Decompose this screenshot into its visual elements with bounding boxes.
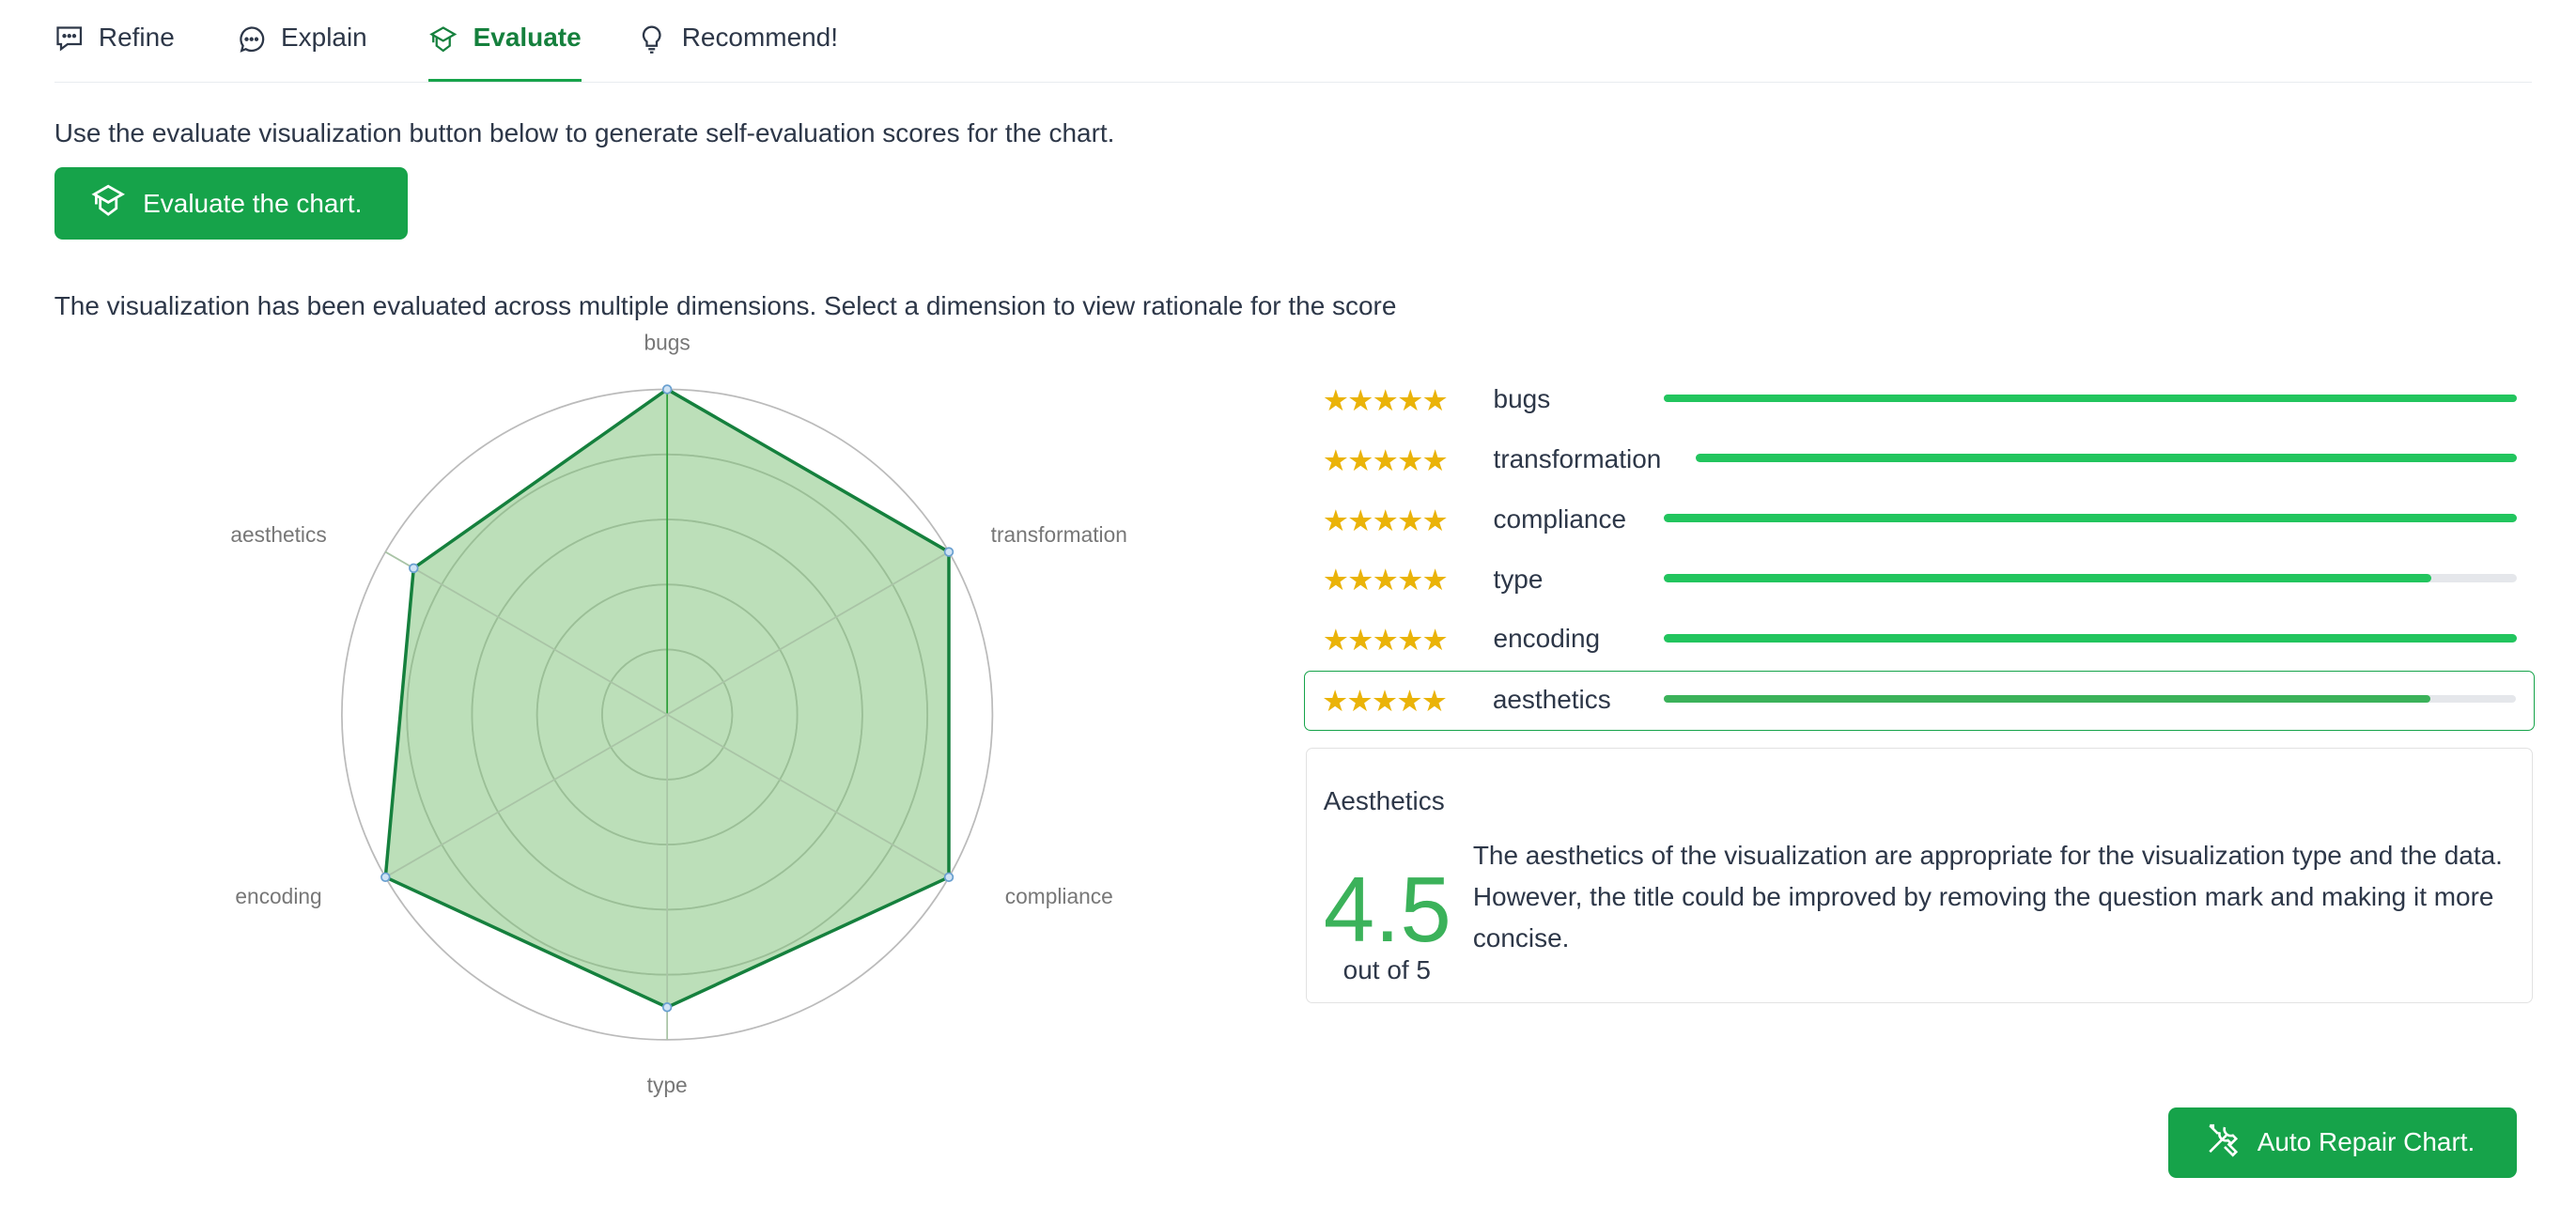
star-rating: ★★★★★: [1322, 624, 1449, 658]
star-rating: ★★★★★: [1322, 503, 1449, 537]
radar-axis-transformation: [666, 550, 950, 716]
radar-point-compliance: [943, 872, 954, 883]
dimension-row-transformation[interactable]: ★★★★★ transformation: [1306, 431, 2535, 491]
chat-bubble-icon: [237, 23, 266, 60]
graduation-cap-icon: [428, 23, 458, 60]
dimension-row-compliance[interactable]: ★★★★★ compliance: [1306, 491, 2535, 551]
summary-text: The visualization has been evaluated acr…: [54, 290, 1397, 320]
radar-point-bugs: [661, 384, 673, 395]
auto-repair-button[interactable]: Auto Repair Chart.: [2168, 1107, 2517, 1178]
tab-label: Refine: [98, 23, 175, 53]
dimension-row-type[interactable]: ★★★★★ type: [1306, 551, 2535, 612]
score-bar-fill: [1664, 574, 2432, 582]
radar-label-transformation: transformation: [990, 522, 1126, 547]
radar-axis-aesthetics: [384, 550, 668, 716]
lightbulb-icon: [637, 23, 666, 60]
star-rating: ★★★★★: [1322, 383, 1449, 417]
score-bar-fill: [1695, 454, 2517, 463]
tab-label: Evaluate: [473, 23, 582, 53]
radar-chart: bugs transformation compliance type encoding…: [230, 330, 1126, 1097]
score-bar-fill: [1664, 514, 2517, 523]
tools-icon: [2205, 1121, 2241, 1163]
score-bar: [1664, 394, 2517, 403]
score-value: 4.5: [1323, 857, 1451, 961]
button-label: Auto Repair Chart.: [2257, 1127, 2475, 1157]
star-rating: ★★★★★: [1322, 564, 1449, 597]
dimension-list: ★★★★★ bugs ★★★★★ transformation ★★★★★ co…: [1304, 371, 2536, 732]
radar-axis-encoding: [384, 713, 668, 878]
radar-point-aesthetics: [408, 563, 419, 574]
radar-label-aesthetics: aesthetics: [230, 522, 326, 547]
tab-label: Recommend!: [681, 23, 839, 53]
score-bar-fill: [1664, 394, 2517, 403]
dimension-label: type: [1493, 564, 1544, 594]
dimension-row-bugs[interactable]: ★★★★★ bugs: [1306, 371, 2535, 431]
tab-recommend[interactable]: Recommend!: [637, 23, 838, 82]
graduation-cap-icon: [90, 182, 126, 225]
star-rating: ★★★★★: [1322, 443, 1449, 477]
radar-point-transformation: [943, 547, 954, 557]
rationale-title: Aesthetics: [1323, 785, 1445, 815]
radar-label-bugs: bugs: [644, 330, 690, 354]
tab-refine[interactable]: Refine: [54, 23, 175, 82]
score-bar: [1664, 574, 2517, 582]
dimension-label: compliance: [1493, 503, 1627, 534]
score-bar: [1664, 514, 2517, 523]
dimension-row-aesthetics[interactable]: ★★★★★ aesthetics: [1304, 671, 2536, 732]
radar-point-encoding: [380, 872, 391, 883]
dimension-row-encoding[interactable]: ★★★★★ encoding: [1306, 611, 2535, 671]
dimension-label: aesthetics: [1492, 685, 1611, 715]
intro-text: Use the evaluate visualization button be…: [54, 117, 1115, 147]
rationale-text: The aesthetics of the visualization are …: [1472, 841, 2503, 952]
star-rating: ★★★★★: [1321, 685, 1448, 718]
radar-axis-compliance: [666, 713, 950, 878]
dimension-label: bugs: [1493, 384, 1551, 414]
score-out-of: out of 5: [1342, 954, 1431, 984]
score-bar: [1663, 694, 2516, 704]
radar-label-type: type: [646, 1073, 687, 1097]
tab-label: Explain: [281, 23, 367, 53]
chat-icon: [54, 23, 84, 60]
button-label: Evaluate the chart.: [143, 188, 363, 218]
dimension-label: encoding: [1493, 624, 1601, 654]
radar-label-compliance: compliance: [1005, 884, 1113, 908]
rationale-card: Aesthetics 4.5 out of 5 The aesthetics o…: [1306, 747, 2534, 1004]
score-bar: [1695, 454, 2517, 463]
score-bar-fill: [1663, 694, 2431, 704]
radar-point-type: [661, 1002, 673, 1013]
score-bar-fill: [1664, 633, 2517, 643]
dimension-label: transformation: [1493, 444, 1662, 473]
tab-evaluate[interactable]: Evaluate: [428, 23, 582, 83]
tab-explain[interactable]: Explain: [237, 23, 367, 82]
tab-bar: Refine Explain Evaluate Recommend!: [54, 0, 2532, 84]
evaluate-chart-button[interactable]: Evaluate the chart.: [54, 167, 408, 240]
radar-label-encoding: encoding: [235, 884, 321, 908]
score-bar: [1664, 633, 2517, 643]
